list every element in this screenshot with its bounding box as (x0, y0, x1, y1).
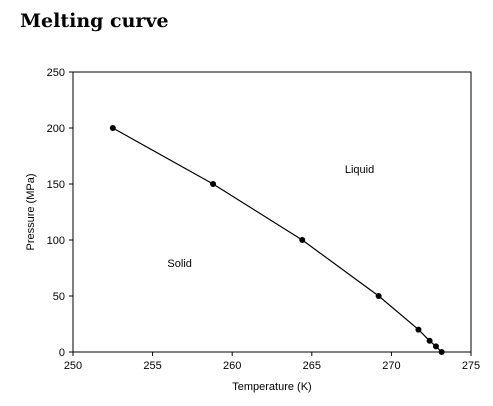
axis-ticks: 250 255 260 265 270 275 0 50 100 150 200 250 (47, 67, 481, 372)
region-label: Solid (167, 258, 191, 270)
data-point (375, 293, 382, 299)
x-tick-label: 265 (303, 360, 321, 372)
y-tick-label: 50 (53, 291, 65, 303)
data-point (415, 326, 422, 333)
data-point (426, 337, 433, 344)
data-point (299, 237, 306, 243)
y-tick-label: 200 (47, 123, 65, 135)
y-tick-label: 0 (59, 347, 65, 359)
y-tick-label: 150 (47, 179, 65, 191)
data-point (438, 349, 445, 355)
x-axis-title: Temperature (K) (232, 381, 311, 393)
series-line (112, 127, 443, 353)
y-tick-label: 100 (47, 235, 65, 247)
plot-frame (72, 71, 472, 353)
data-point (432, 343, 439, 350)
data-series (109, 125, 445, 355)
data-point (109, 125, 116, 131)
region-label: Liquid (345, 164, 374, 176)
y-tick-label: 250 (47, 67, 65, 79)
region-annotations: Liquid Solid (167, 164, 374, 270)
x-tick-label: 275 (462, 360, 480, 372)
x-tick-label: 270 (382, 360, 400, 372)
y-axis-title: Pressure (MPa) (25, 173, 37, 250)
x-tick-label: 260 (223, 360, 241, 372)
plot-axes (72, 71, 472, 353)
x-tick-label: 255 (143, 360, 161, 372)
data-point (210, 181, 217, 187)
x-tick-label: 250 (64, 360, 82, 372)
page-title: Melting curve (20, 10, 169, 32)
